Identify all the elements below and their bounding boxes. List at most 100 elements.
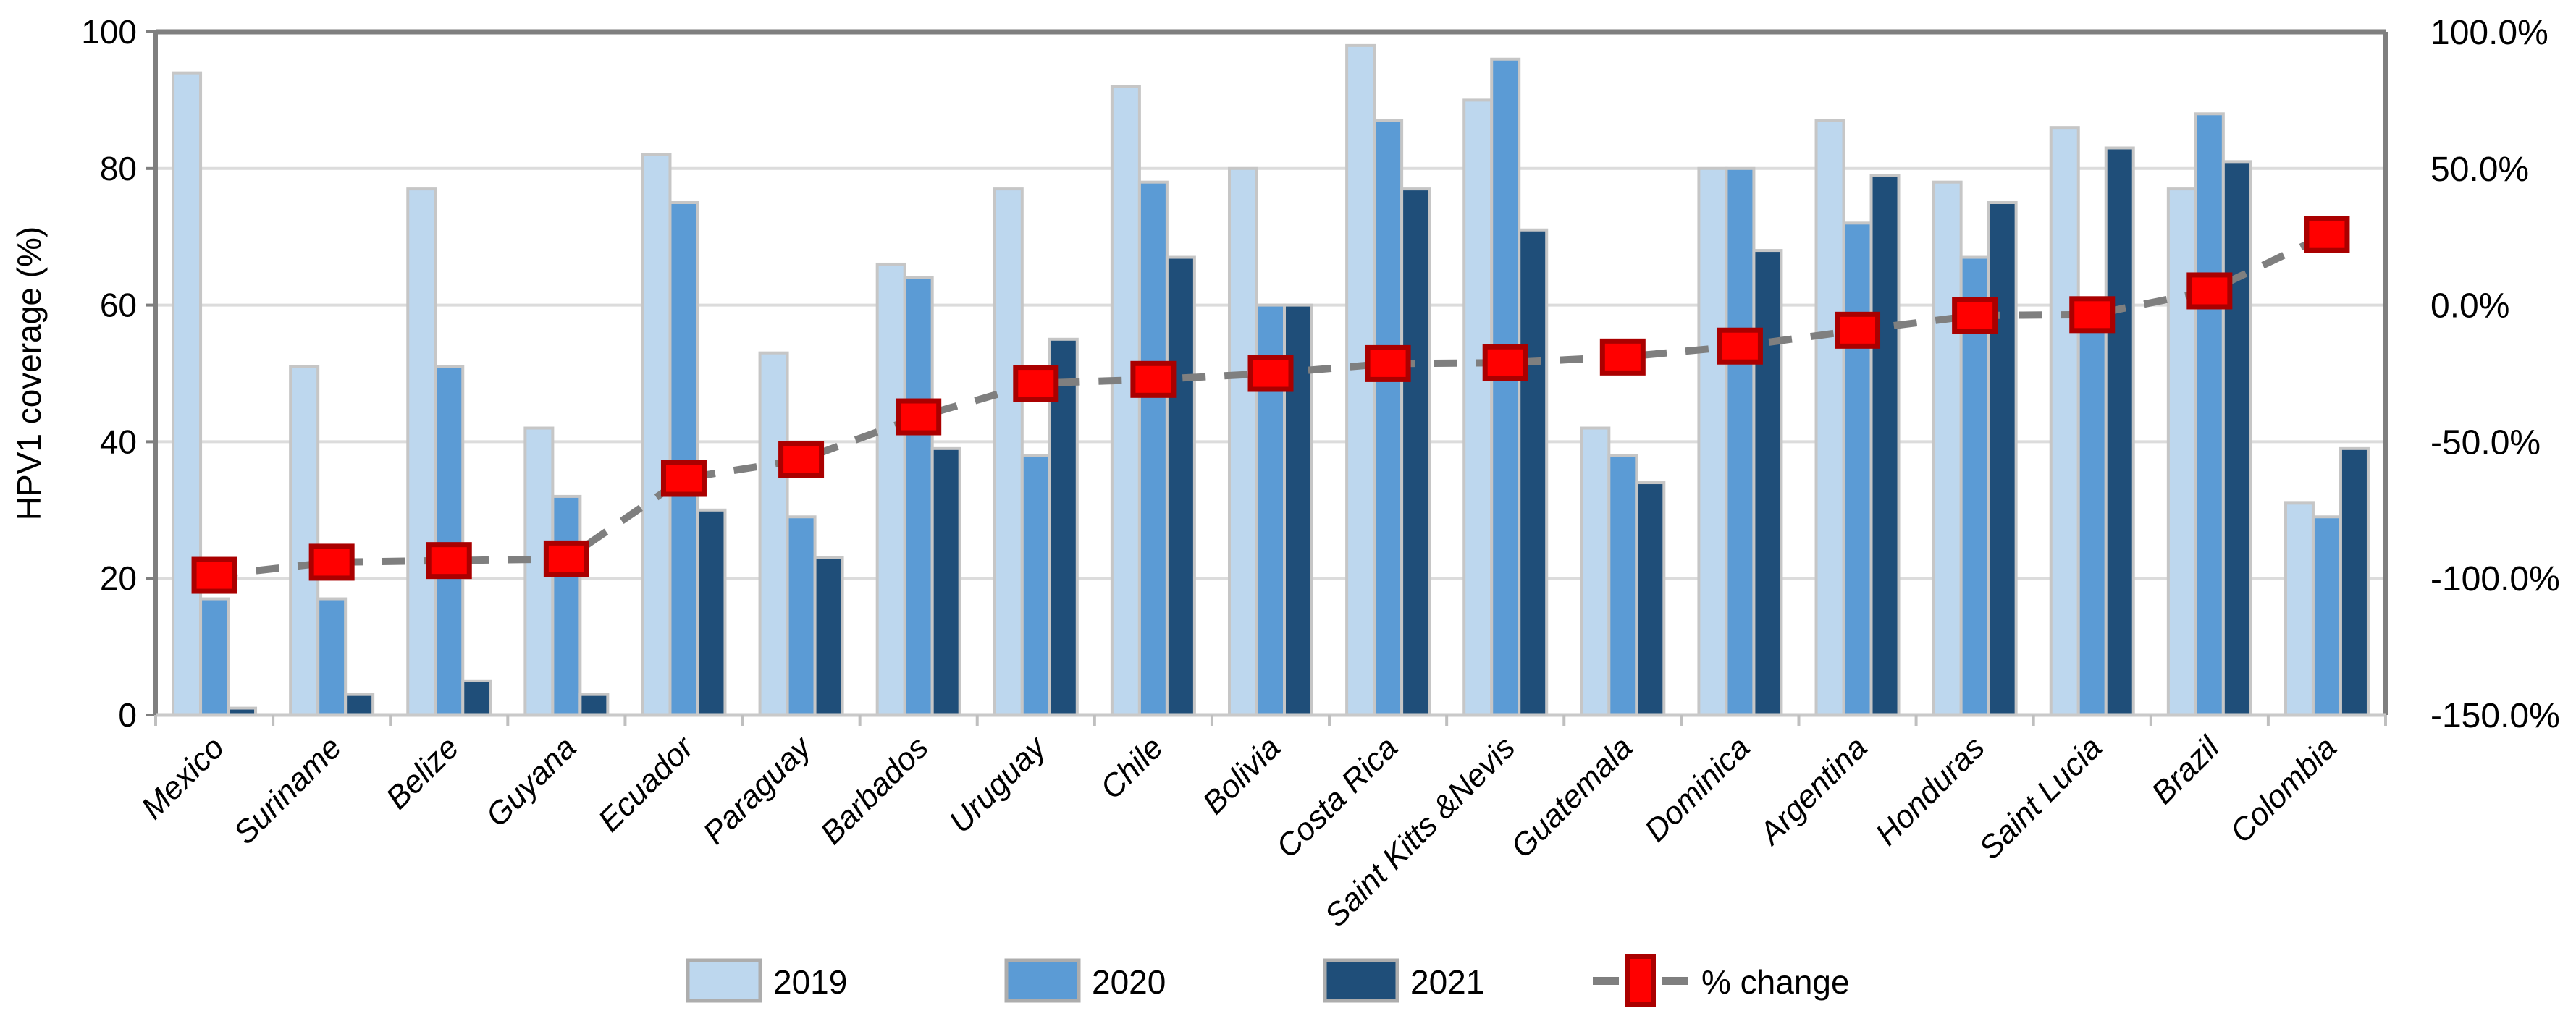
pct-change-marker-ecuador: [660, 460, 707, 497]
pct-change-marker-paraguay: [778, 441, 825, 478]
bar-2019-argentina: [1814, 119, 1845, 717]
pct-change-marker-saint-lucia: [2069, 296, 2116, 334]
x-axis-label-brazil: Brazil: [2144, 729, 2226, 811]
legend-dash-left: [1593, 977, 1619, 985]
pct-change-marker-bolivia: [1247, 355, 1294, 392]
x-axis-label-uruguay: Uruguay: [943, 728, 1054, 839]
bar-2021-saint-kitts-nevis: [1518, 228, 1549, 716]
bar-2020-suriname: [316, 597, 348, 717]
y-axis-title: HPV1 coverage (%): [10, 227, 48, 521]
x-axis-label-argentina: Argentina: [1751, 729, 1874, 852]
pct-change-marker-dominica: [1717, 327, 1763, 365]
bar-2020-costa-rica: [1373, 119, 1404, 717]
bar-2020-uruguay: [1020, 454, 1051, 717]
pct-change-marker-argentina: [1835, 311, 1881, 349]
y2-axis-tick-label: -50.0%: [2430, 423, 2541, 462]
pct-change-marker-colombia: [2304, 216, 2350, 253]
legend-label-2021: 2021: [1410, 963, 1484, 1001]
bar-2020-ecuador: [668, 201, 699, 716]
pct-change-marker-costa-rica: [1365, 344, 1411, 382]
bar-2019-saint-lucia: [2049, 126, 2080, 717]
pct-change-marker-barbados: [896, 398, 942, 436]
bar-2021-chile: [1165, 255, 1196, 716]
x-axis-label-mexico: Mexico: [135, 729, 231, 826]
bar-2021-belize: [461, 679, 492, 716]
legend-swatch-2020: [1004, 958, 1081, 1003]
bar-2020-guatemala: [1607, 454, 1638, 717]
x-axis-label-paraguay: Paraguay: [696, 728, 820, 851]
bar-2019-honduras: [1932, 180, 1963, 716]
y-axis-tick-label: 80: [100, 150, 137, 187]
bar-2021-costa-rica: [1400, 187, 1431, 716]
bar-2021-honduras: [1987, 201, 2018, 716]
pct-change-marker-uruguay: [1013, 365, 1059, 402]
y-axis-tick-label: 20: [100, 559, 137, 597]
bar-2019-uruguay: [993, 187, 1024, 716]
x-axis-label-dominica: Dominica: [1638, 729, 1756, 848]
pct-change-marker-honduras: [1952, 297, 1998, 334]
bar-2021-suriname: [344, 693, 375, 716]
bar-2021-colombia: [2339, 446, 2370, 717]
x-axis-label-guatemala: Guatemala: [1504, 729, 1640, 865]
bar-2020-saint-lucia: [2076, 317, 2108, 717]
bar-2020-dominica: [1725, 166, 1756, 717]
bar-2020-mexico: [199, 597, 230, 717]
pct-change-marker-mexico: [191, 556, 237, 594]
bar-2020-saint-kitts-nevis: [1490, 57, 1521, 716]
pct-change-marker-saint-kitts-nevis: [1482, 344, 1528, 381]
bar-2019-guatemala: [1580, 426, 1611, 717]
legend-label-pct-change: % change: [1701, 963, 1850, 1001]
pct-change-line-layer: [191, 216, 2350, 594]
bar-2021-barbados: [930, 446, 961, 717]
bar-2021-guyana: [578, 693, 610, 716]
bar-2020-guyana: [551, 494, 582, 716]
legend-pct-change-marker: [1625, 954, 1656, 1007]
bar-2020-barbados: [903, 276, 934, 716]
bar-2020-belize: [434, 365, 465, 716]
x-axis-label-guyana: Guyana: [479, 729, 584, 834]
x-axis-label-belize: Belize: [379, 729, 466, 816]
pct-change-marker-guatemala: [1599, 338, 1646, 376]
pct-change-marker-chile: [1130, 360, 1177, 398]
bar-2019-chile: [1110, 85, 1141, 716]
bar-2021-brazil: [2221, 160, 2252, 717]
pct-change-marker-suriname: [308, 543, 355, 581]
bar-2021-ecuador: [696, 508, 727, 716]
legend-swatch-2021: [1323, 958, 1399, 1003]
y-axis-tick-label: 60: [100, 287, 137, 324]
y-axis-tick-label: 100: [81, 13, 137, 51]
bar-2019-belize: [406, 187, 437, 716]
bar-2019-brazil: [2166, 187, 2197, 716]
bar-2021-uruguay: [1048, 337, 1079, 716]
y2-axis-tick-label: 100.0%: [2430, 14, 2548, 52]
pct-change-marker-brazil: [2186, 272, 2233, 310]
x-axis-label-suriname: Suriname: [227, 729, 348, 851]
y-axis-tick-label: 0: [118, 696, 137, 734]
bar-2021-saint-lucia: [2104, 146, 2135, 717]
bar-2019-bolivia: [1228, 166, 1258, 717]
pct-change-marker-belize: [426, 542, 472, 580]
y2-axis-tick-label: 0.0%: [2430, 287, 2509, 326]
legend-label-2020: 2020: [1092, 963, 1166, 1001]
x-axis-label-saint-lucia: Saint Lucia: [1972, 729, 2109, 866]
bar-2019-ecuador: [641, 153, 672, 717]
bar-2020-paraguay: [786, 515, 817, 716]
legend-swatch-2019: [686, 958, 762, 1003]
y2-axis-tick-label: -150.0%: [2430, 697, 2560, 735]
bar-2021-argentina: [1869, 174, 1901, 717]
bar-2020-argentina: [1842, 221, 1873, 716]
bar-2019-saint-kitts-nevis: [1462, 98, 1494, 716]
bar-2020-brazil: [2194, 112, 2225, 716]
legend: 2019 2020 2021 % change: [686, 954, 1850, 1007]
axes-layer: [146, 29, 2388, 726]
bar-2021-dominica: [1752, 249, 1783, 716]
bar-2019-paraguay: [758, 351, 789, 716]
legend-label-2019: 2019: [773, 963, 847, 1001]
x-axis-label-honduras: Honduras: [1869, 729, 1992, 852]
bar-2020-colombia: [2311, 515, 2342, 716]
y2-axis-tick-label: -100.0%: [2430, 560, 2560, 598]
x-axis-label-chile: Chile: [1093, 729, 1170, 806]
y2-axis-tick-label: 50.0%: [2430, 151, 2529, 189]
